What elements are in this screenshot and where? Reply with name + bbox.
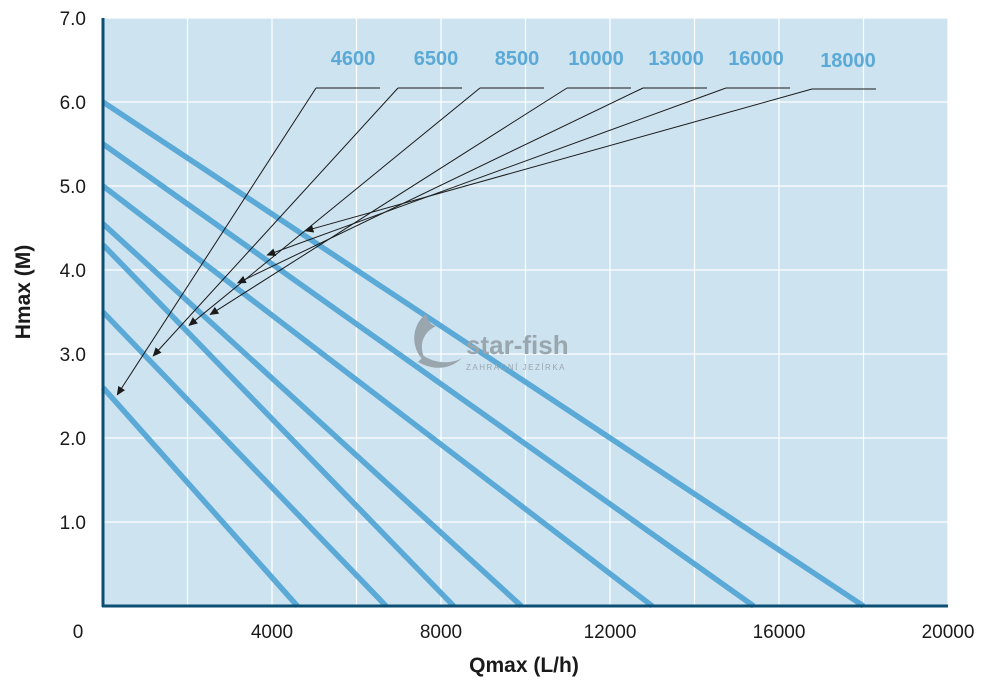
series-label-6500: 6500 — [414, 48, 459, 70]
series-line-8500 — [101, 242, 456, 608]
y-tick-label: 2.0 — [60, 429, 86, 450]
series-lines — [100, 99, 866, 609]
leader-arrow — [209, 87, 568, 316]
leader-arrow — [266, 87, 727, 257]
y-tick-label: 7.0 — [60, 9, 86, 30]
x-tick-label: 12000 — [584, 622, 637, 643]
leader-arrow — [116, 87, 317, 396]
series-line-6500 — [101, 310, 389, 608]
x-tick-label: 16000 — [753, 622, 806, 643]
annotations: 4600 6500 8500 10000 13000 16000 18000 — [116, 48, 876, 396]
tick-labels: 0 4000 8000 12000 16000 20000 1.0 2.0 3.0 4.0 5.0 6… — [60, 9, 975, 643]
annotation-18000: 18000 — [304, 50, 876, 233]
leader-arrow — [152, 87, 399, 357]
annotation-4600: 4600 — [116, 48, 380, 396]
series-label-10000: 10000 — [568, 48, 624, 70]
y-tick-label: 5.0 — [60, 177, 86, 198]
series-line-4600 — [100, 385, 300, 608]
annotation-8500: 8500 — [188, 48, 544, 326]
leader-arrow — [188, 87, 481, 326]
x-tick-label: 4000 — [251, 622, 293, 643]
series-label-4600: 4600 — [331, 48, 376, 70]
y-tick-label: 3.0 — [60, 345, 86, 366]
series-label-18000: 18000 — [820, 50, 876, 72]
y-axis-title: Hmax (M) — [12, 245, 35, 340]
fish-logo-icon — [414, 314, 462, 368]
series-line-16000 — [101, 141, 756, 609]
series-line-18000 — [101, 99, 866, 609]
x-axis-title: Qmax (L/h) — [469, 654, 579, 677]
watermark-logo: star-fish ZAHRADNÍ JEZÍRKA — [414, 314, 569, 372]
annotation-16000: 16000 — [266, 48, 790, 257]
series-label-13000: 13000 — [648, 48, 704, 70]
x-tick-label: 8000 — [420, 622, 462, 643]
series-line-10000 — [101, 221, 524, 609]
y-tick-label: 6.0 — [60, 93, 86, 114]
axes — [101, 18, 948, 608]
x-tick-label: 0 — [73, 622, 84, 643]
y-tick-label: 4.0 — [60, 261, 86, 282]
leader-arrow — [236, 87, 644, 284]
watermark-brand: star-fish — [466, 330, 569, 360]
series-line-13000 — [101, 183, 654, 609]
grid — [103, 17, 949, 606]
annotation-6500: 6500 — [152, 48, 462, 357]
series-label-8500: 8500 — [495, 48, 540, 70]
leader-arrow — [304, 88, 813, 233]
series-label-16000: 16000 — [728, 48, 784, 70]
x-tick-label: 20000 — [922, 622, 975, 643]
watermark-subtitle: ZAHRADNÍ JEZÍRKA — [466, 363, 566, 372]
annotation-13000: 13000 — [236, 48, 707, 284]
y-tick-label: 1.0 — [60, 513, 86, 534]
annotation-10000: 10000 — [209, 48, 631, 316]
